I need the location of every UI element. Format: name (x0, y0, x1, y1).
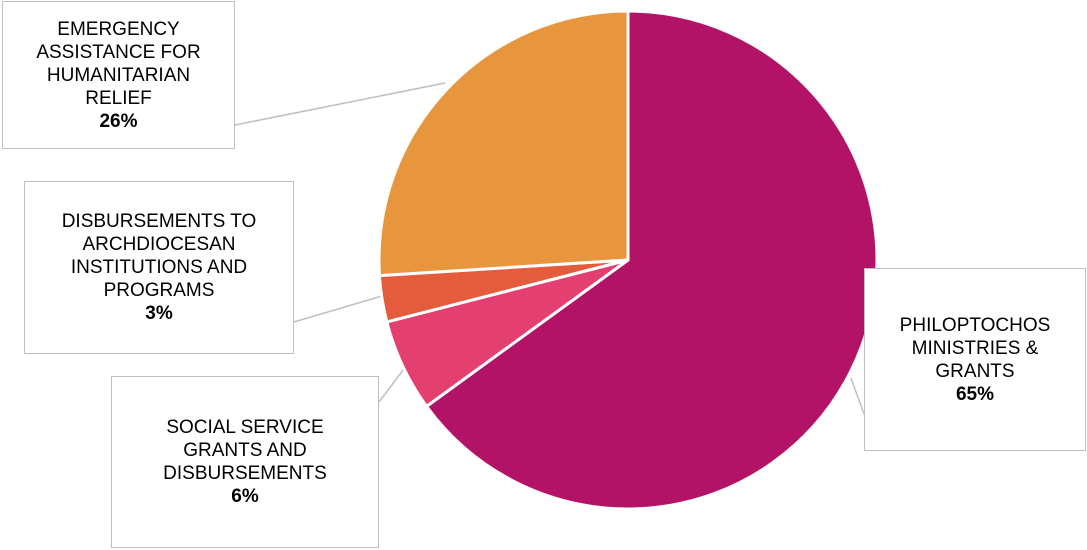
pie-slice-philoptochos-ministries (425, 9, 879, 511)
callout-social-service-grants: SOCIAL SERVICE GRANTS AND DISBURSEMENTS … (111, 376, 379, 548)
slice-percent-label: 26% (99, 110, 138, 132)
pie-slice-emergency-assistance (377, 9, 630, 278)
callout-philoptochos-ministries: PHILOPTOCHOS MINISTRIES & GRANTS 65% (864, 268, 1086, 451)
leader-line-philoptochos-ministries (850, 377, 865, 415)
slice-percent-label: 6% (231, 486, 259, 507)
slice-label: EMERGENCY ASSISTANCE FOR HUMANITARIAN RE… (36, 18, 201, 109)
pie-slices (377, 9, 879, 511)
leader-line-archdiocesan-disbursements (293, 295, 383, 323)
callout-archdiocesan-disbursements: DISBURSEMENTS TO ARCHDIOCESAN INSTITUTIO… (24, 181, 294, 354)
slice-label: SOCIAL SERVICE GRANTS AND DISBURSEMENTS (163, 417, 327, 484)
slice-label: PHILOPTOCHOS MINISTRIES & GRANTS (899, 314, 1051, 382)
slice-percent-label: 3% (145, 303, 173, 324)
slice-label: DISBURSEMENTS TO ARCHDIOCESAN INSTITUTIO… (61, 211, 257, 301)
callout-emergency-assistance: EMERGENCY ASSISTANCE FOR HUMANITARIAN RE… (2, 1, 235, 149)
leader-line-emergency-assistance (234, 82, 446, 126)
slice-percent-label: 65% (955, 383, 995, 405)
